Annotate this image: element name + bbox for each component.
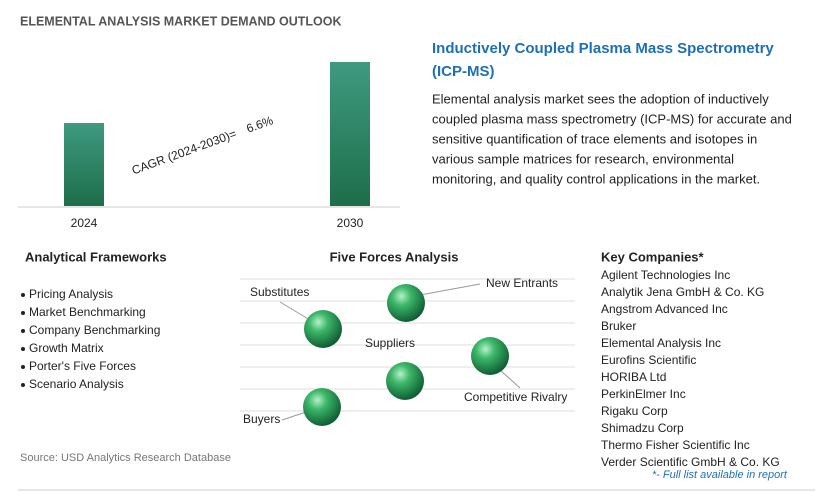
company-item: Elemental Analysis Inc [601,336,721,350]
framework-item: Company Benchmarking [29,323,160,337]
companies-note: *- Full list available in report [652,469,788,481]
cagr: CAGR (2024-2030)= 6.6% [130,113,275,177]
company-item: Rigaku Corp [601,404,668,418]
x-tick-label: 2030 [337,216,364,230]
force-label: Substitutes [250,285,309,299]
source: Source: USD Analytics Research Database [20,452,231,464]
desc-title: Inductively Coupled Plasma Mass Spectrom… [432,40,774,57]
bullet [21,329,25,333]
company-item: Agilent Technologies Inc [601,268,730,282]
framework-item: Porter's Five Forces [29,359,136,373]
x-tick-label: 2024 [71,216,98,230]
bullet [21,383,25,387]
company-item: Verder Scientific GmbH & Co. KG [601,455,780,469]
chart-title: ELEMENTAL ANALYSIS MARKET DEMAND OUTLOOK [20,14,342,28]
bullet [21,347,25,351]
desc-line: coupled plasma mass spectrometry (ICP-MS… [432,111,792,126]
company-item: HORIBA Ltd [601,370,666,384]
framework-item: Growth Matrix [29,341,104,355]
cagr-label: CAGR (2024-2030)= [130,127,239,178]
frameworks-title: Analytical Frameworks [25,249,167,264]
forces-connectors [279,283,521,421]
framework-item: Market Benchmarking [29,305,146,319]
companies-title: Key Companies* [601,249,705,264]
force-label: Buyers [243,412,280,426]
bullet [21,365,25,369]
company-item: PerkinElmer Inc [601,387,686,401]
bullet [21,293,25,297]
forces-title: Five Forces Analysis [330,249,459,264]
desc-line: various sample matrices for research, en… [432,151,734,166]
force-label: Suppliers [365,336,415,350]
bar [64,123,104,206]
desc-line: Elemental analysis market sees the adopt… [432,91,769,106]
company-item: Eurofins Scientific [601,353,696,367]
force-label: Competitive Rivalry [464,390,567,404]
company-item: Angstrom Advanced Inc [601,302,728,316]
framework-item: Scenario Analysis [29,377,124,391]
company-item: Analytik Jena GmbH & Co. KG [601,285,764,299]
company-item: Shimadzu Corp [601,421,684,435]
desc-line: monitoring, and quality control applicat… [432,171,760,186]
forces-spheres [303,284,509,426]
cagr-value: 6.6% [244,113,275,136]
company-item: Thermo Fisher Scientific Inc [601,438,750,452]
bar [330,62,370,206]
bullet [21,311,25,315]
desc-title: (ICP-MS) [432,63,495,80]
company-item: Bruker [601,319,636,333]
framework-item: Pricing Analysis [29,287,113,301]
companies-list: Agilent Technologies Inc Analytik Jena Gm… [601,268,780,469]
desc-line: sensitive quantification of trace elemen… [432,131,757,146]
force-label: New Entrants [486,276,558,290]
